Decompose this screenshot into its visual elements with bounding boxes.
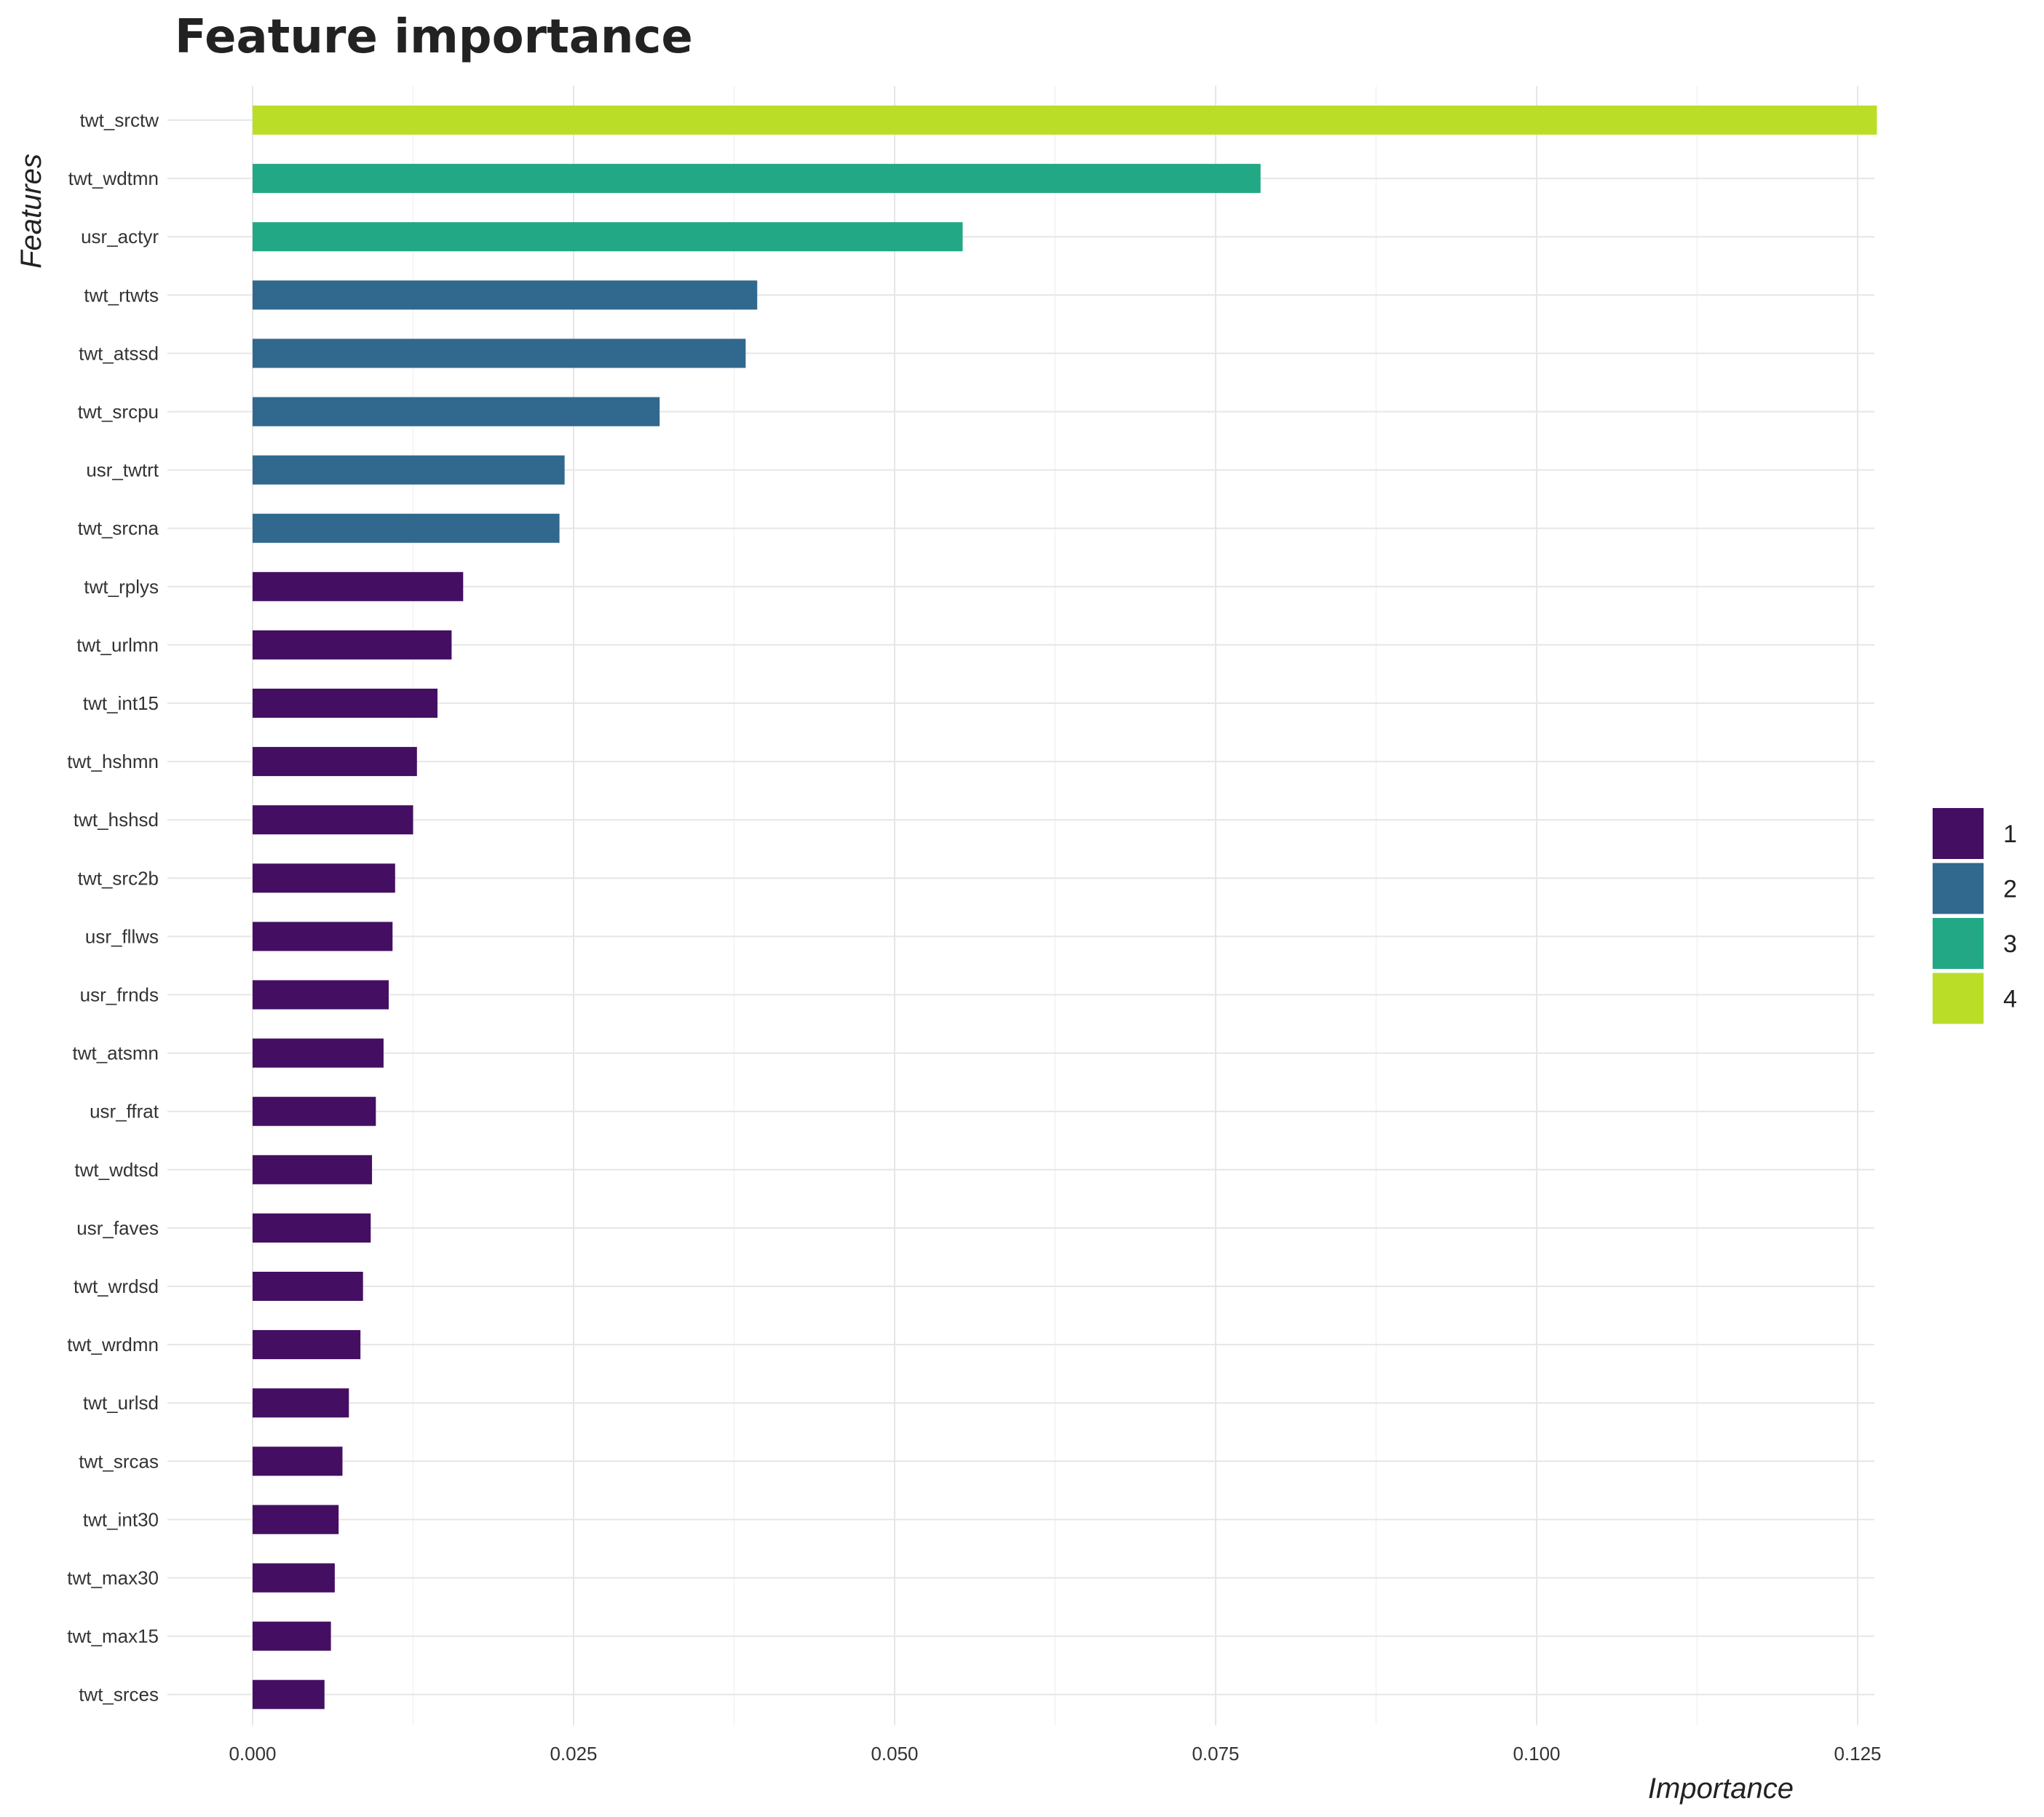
x-axis-title: Importance	[1648, 1773, 1794, 1805]
y-tick-label: twt_srcpu	[78, 401, 159, 423]
y-axis-tick-labels: twt_srctw twt_wdtmn usr_actyr twt_rtwts twt_…	[67, 109, 159, 1706]
legend-label-4: 4	[2003, 986, 2017, 1013]
y-tick-label: twt_atsmn	[73, 1042, 159, 1064]
bar-twt-urlmn	[253, 630, 452, 660]
bar-twt-wdtsd	[253, 1155, 373, 1184]
bar-twt-int30	[253, 1505, 339, 1535]
y-tick-label: twt_srctw	[80, 109, 159, 131]
legend-swatch-3	[1933, 918, 1984, 969]
y-tick-label: twt_rplys	[84, 576, 159, 598]
bar-twt-hshmn	[253, 747, 417, 777]
y-tick-label: twt_srcna	[78, 518, 159, 539]
x-axis-tick-labels: 0.000 0.025 0.050 0.075 0.100 0.125	[229, 1743, 1881, 1765]
y-tick-label: twt_int15	[83, 692, 159, 714]
bar-twt-rtwts	[253, 280, 758, 310]
legend-swatch-2	[1933, 863, 1984, 914]
bar-usr-ffrat	[253, 1096, 376, 1126]
legend: 1 2 3 4	[1933, 808, 2017, 1024]
y-tick-label: twt_src2b	[78, 867, 159, 889]
bar-usr-faves	[253, 1213, 371, 1243]
chart-title: Feature importance	[175, 10, 693, 64]
bar-twt-srces	[253, 1679, 325, 1709]
legend-swatch-1	[1933, 808, 1984, 859]
x-tick-label: 0.100	[1513, 1743, 1560, 1765]
y-tick-label: twt_rtwts	[84, 284, 159, 306]
bar-twt-rplys	[253, 571, 464, 601]
y-tick-label: twt_hshmn	[67, 751, 159, 772]
y-tick-label: usr_fllws	[85, 925, 159, 947]
bar-twt-int15	[253, 689, 438, 718]
x-tick-label: 0.025	[550, 1743, 597, 1765]
bar-twt-max15	[253, 1621, 331, 1651]
bar-twt-atsmn	[253, 1038, 384, 1068]
y-tick-label: twt_wrdmn	[67, 1334, 159, 1355]
y-tick-label: usr_frnds	[80, 984, 159, 1006]
bar-twt-wrdmn	[253, 1330, 361, 1360]
legend-label-1: 1	[2003, 820, 2017, 848]
y-tick-label: twt_urlsd	[83, 1392, 159, 1414]
y-tick-label: twt_max30	[67, 1567, 159, 1589]
y-tick-label: twt_atssd	[79, 342, 159, 364]
y-tick-label: twt_wdtsd	[74, 1159, 159, 1181]
grid-lines	[167, 86, 1874, 1725]
bar-twt-atssd	[253, 339, 746, 368]
y-tick-label: twt_max15	[67, 1626, 159, 1647]
x-tick-label: 0.125	[1834, 1743, 1881, 1765]
y-axis-title: Features	[15, 154, 47, 269]
bar-twt-srctw	[253, 106, 1877, 135]
legend-label-2: 2	[2003, 876, 2017, 903]
y-tick-label: twt_urlmn	[76, 634, 159, 656]
legend-swatch-4	[1933, 973, 1984, 1024]
bar-twt-wdtmn	[253, 164, 1261, 194]
y-tick-label: twt_wdtmn	[68, 167, 159, 189]
y-tick-label: twt_srcas	[79, 1450, 159, 1472]
y-tick-label: twt_hshsd	[74, 809, 159, 831]
legend-label-3: 3	[2003, 930, 2017, 958]
x-tick-label: 0.075	[1192, 1743, 1239, 1765]
y-tick-label: twt_wrdsd	[74, 1275, 159, 1297]
bar-twt-wrdsd	[253, 1272, 363, 1301]
bar-usr-frnds	[253, 980, 389, 1010]
y-tick-label: usr_twtrt	[86, 459, 159, 481]
bar-twt-urlsd	[253, 1388, 349, 1418]
y-tick-label: usr_actyr	[81, 226, 159, 248]
y-tick-label: usr_faves	[76, 1217, 159, 1239]
bar-usr-twtrt	[253, 455, 565, 485]
y-tick-label: usr_ffrat	[90, 1101, 159, 1123]
y-tick-label: twt_int30	[83, 1508, 159, 1530]
bar-twt-max30	[253, 1563, 335, 1593]
bar-twt-srcas	[253, 1446, 343, 1476]
x-tick-label: 0.000	[229, 1743, 276, 1765]
bar-twt-srcpu	[253, 397, 660, 427]
bar-series	[253, 106, 1877, 1709]
bar-usr-fllws	[253, 922, 393, 951]
bar-usr-actyr	[253, 222, 963, 252]
bar-twt-hshsd	[253, 805, 413, 835]
bar-twt-srcna	[253, 513, 560, 543]
x-tick-label: 0.050	[871, 1743, 918, 1765]
bar-twt-src2b	[253, 863, 395, 893]
y-tick-label: twt_srces	[79, 1684, 159, 1706]
